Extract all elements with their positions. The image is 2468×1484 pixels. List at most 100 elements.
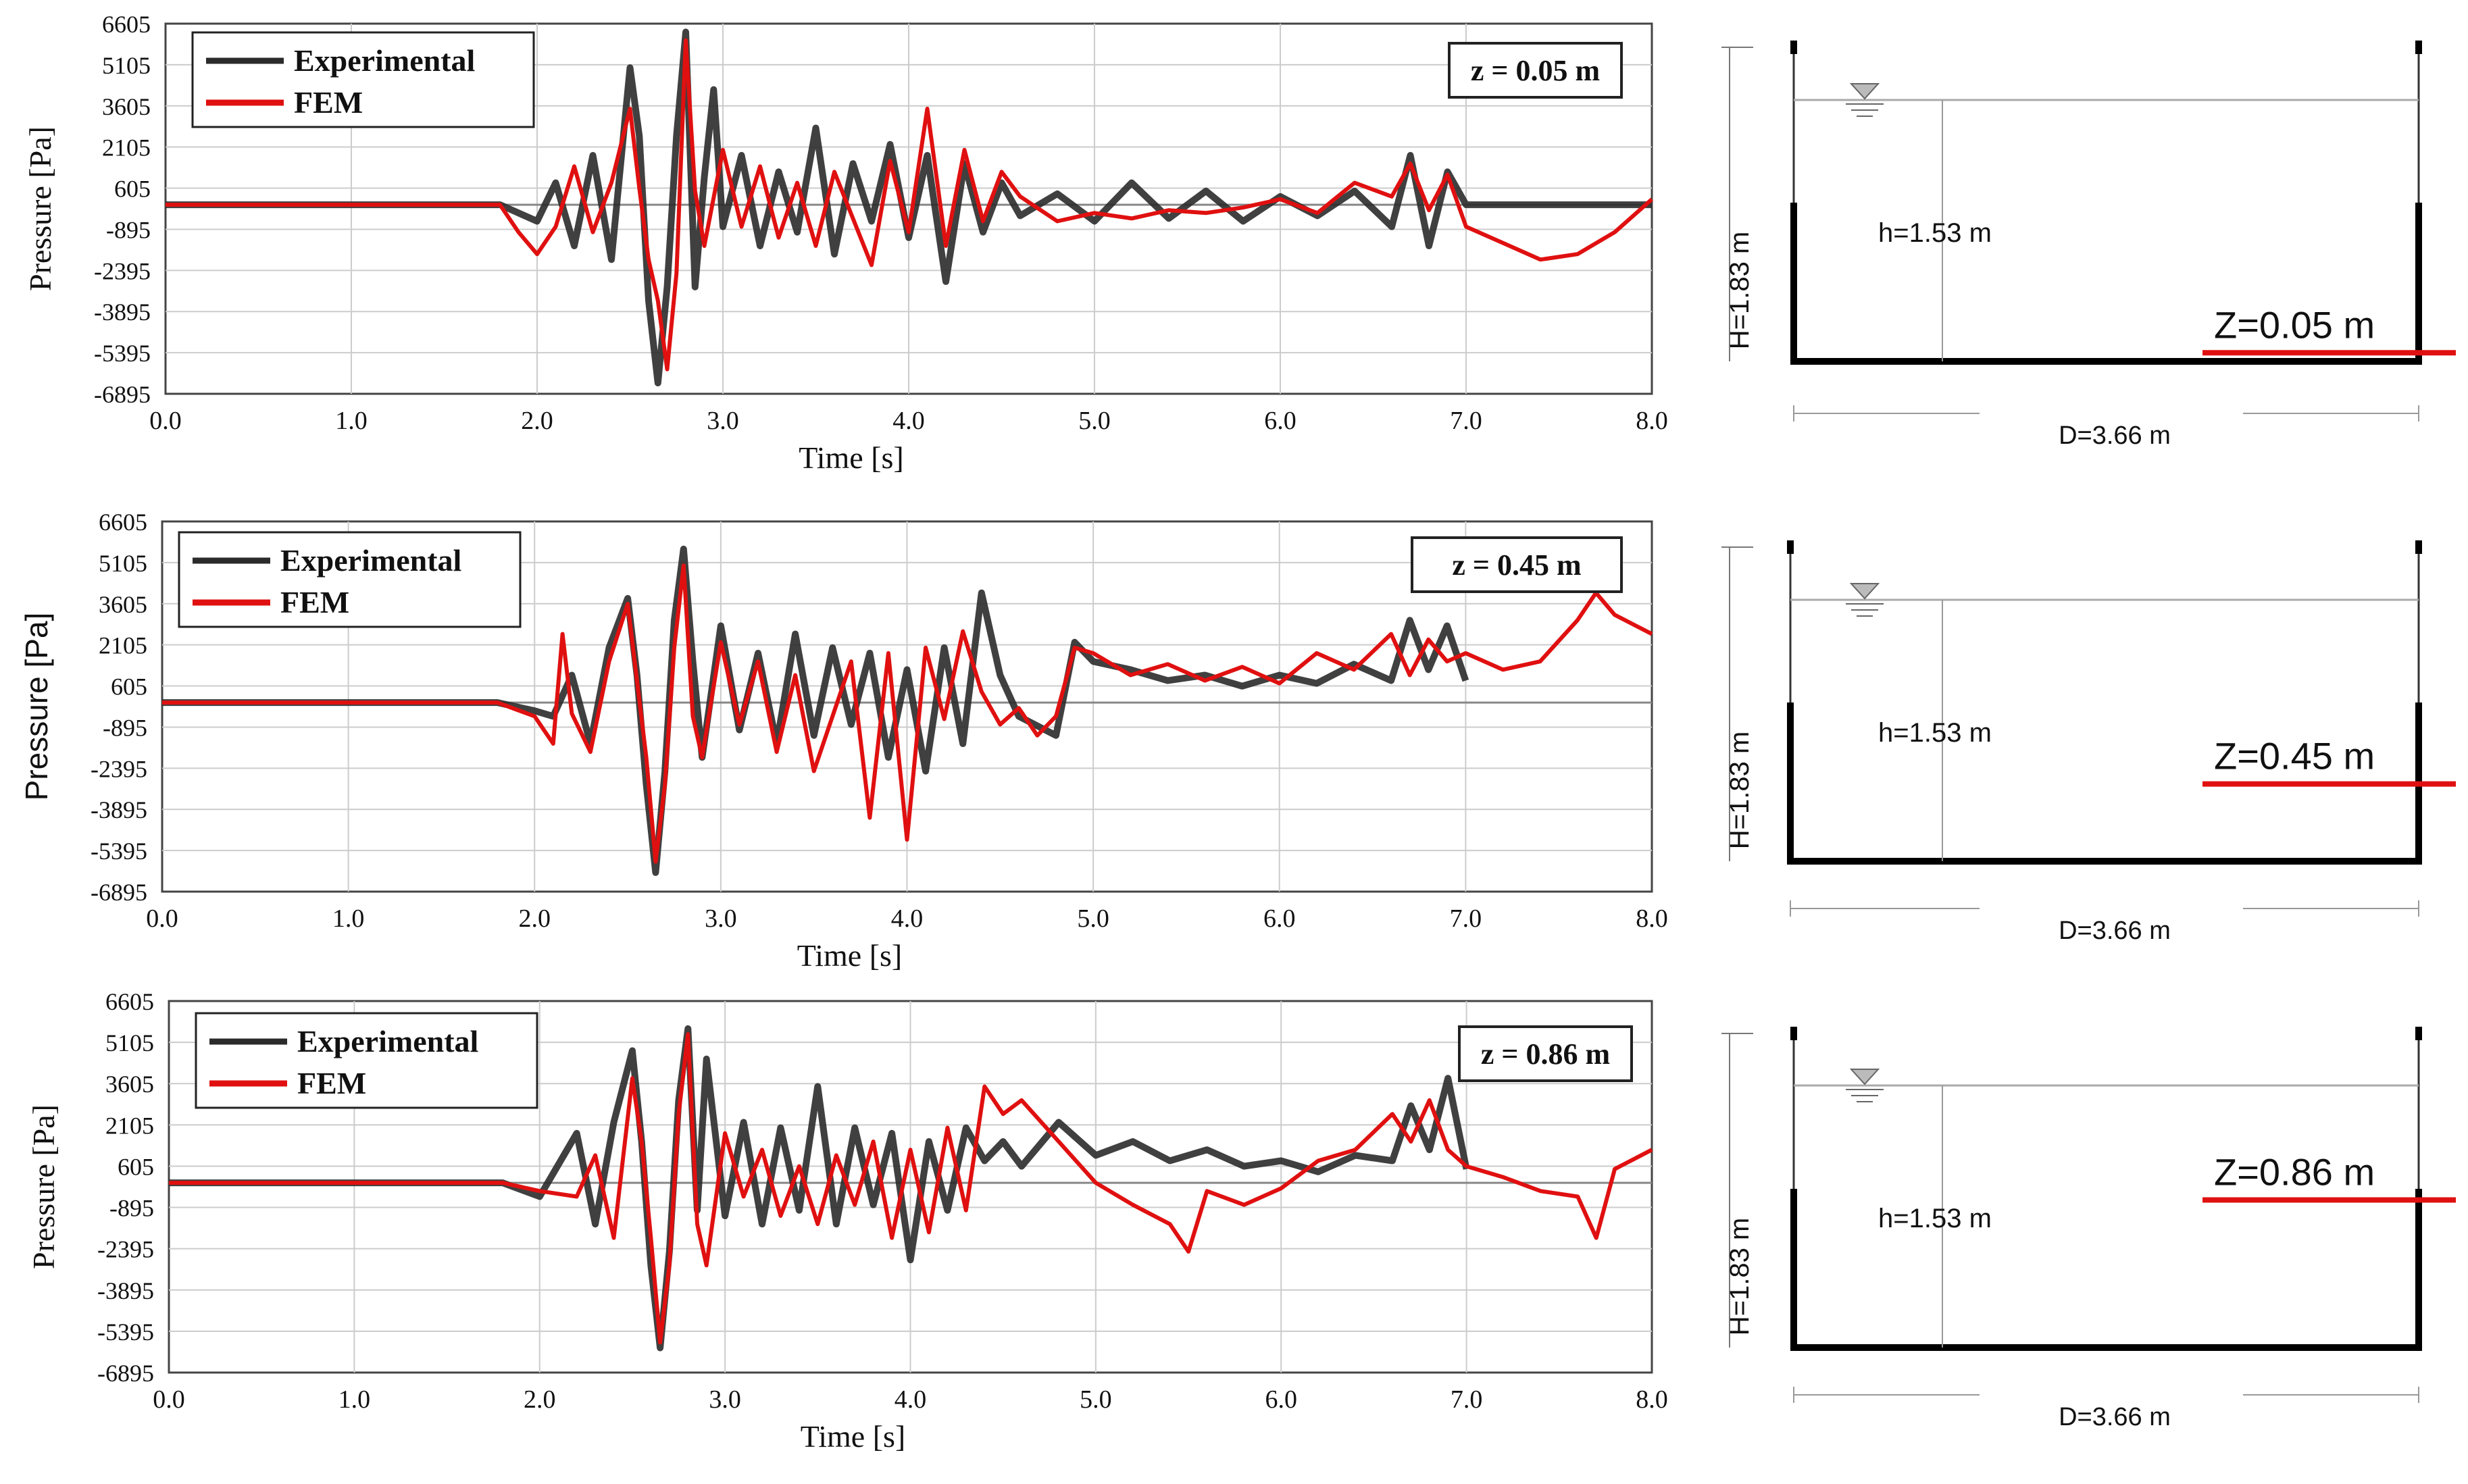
chart-panel-3: 0.0 1.0 2.0 3.0 4.0 5.0 6.0 7.0 8.0 6605 5105 3605 2… — [26, 988, 1668, 1454]
y-tick-label: -5395 — [97, 1319, 154, 1346]
chart-panel-2: 0.0 1.0 2.0 3.0 4.0 5.0 6.0 7.0 8.0 6605 5105 3605 2… — [19, 509, 1668, 973]
x-tick-label: 4.0 — [895, 1385, 927, 1414]
width-label: D=3.66 m — [2059, 917, 2171, 945]
x-tick-label: 3.0 — [709, 1385, 741, 1414]
x-tick-label: 6.0 — [1263, 904, 1296, 933]
depth-label: h=1.53 m — [1878, 1204, 1992, 1233]
tank-outline — [1790, 1189, 2422, 1351]
y-tick-label: 2105 — [102, 134, 151, 161]
x-tick-label: 4.0 — [892, 407, 925, 435]
x-tick-label: 2.0 — [519, 904, 551, 933]
sensor-label: Z=0.45 m — [2214, 735, 2375, 777]
x-tick-label: 0.0 — [149, 407, 182, 435]
chart-panel-1: 0.0 1.0 2.0 3.0 4.0 5.0 6.0 7.0 8.0 6605 5105 3605 2… — [23, 11, 1668, 475]
x-tick-label: 1.0 — [332, 904, 365, 933]
y-axis-label: Pressure [Pa] — [19, 613, 54, 801]
x-tick-label: 6.0 — [1265, 1385, 1298, 1414]
height-label: H=1.83 m — [1725, 732, 1755, 850]
annotation-label: z = 0.86 m — [1481, 1038, 1610, 1071]
wall-cap-right — [2415, 540, 2422, 554]
water-level-icon — [1849, 1069, 1880, 1085]
y-tick-label: -3895 — [91, 796, 147, 823]
y-tick-label: 6605 — [105, 988, 154, 1015]
x-tick-label: 7.0 — [1450, 904, 1482, 933]
y-tick-label: 5105 — [105, 1029, 154, 1056]
legend-label: Experimental — [297, 1024, 478, 1058]
wall-cap-right — [2415, 1027, 2422, 1040]
annotation-label: z = 0.05 m — [1471, 54, 1600, 87]
series-line-fem — [166, 38, 1653, 372]
tank-outline — [1790, 203, 2422, 365]
y-tick-label: -2395 — [94, 257, 151, 284]
legend: Experimental FEM — [195, 1012, 538, 1109]
y-tick-label: 605 — [118, 1153, 154, 1180]
x-tick-label: 7.0 — [1450, 407, 1482, 435]
y-tick-label: 2105 — [99, 632, 147, 659]
y-tick-label: -6895 — [94, 381, 151, 408]
y-axis-label: Pressure [Pa] — [26, 1104, 61, 1269]
x-tick-label: 2.0 — [524, 1385, 556, 1414]
wall-cap-left — [1790, 41, 1797, 54]
annotation-box — [1411, 536, 1623, 593]
y-tick-label: 3605 — [105, 1071, 154, 1098]
legend-label: FEM — [294, 85, 363, 120]
annotation-label: z = 0.45 m — [1452, 548, 1581, 582]
wall-cap-left — [1790, 1027, 1797, 1040]
x-tick-label: 0.0 — [146, 904, 178, 933]
x-tick-label: 6.0 — [1264, 407, 1296, 435]
wall-cap-right — [2415, 41, 2422, 54]
y-tick-label: -3895 — [94, 299, 151, 326]
y-tick-label: -6895 — [97, 1360, 154, 1387]
annotation-box — [1448, 42, 1623, 99]
legend-label: FEM — [280, 585, 349, 619]
y-tick-label: 6605 — [102, 11, 151, 38]
legend-label: FEM — [297, 1066, 366, 1100]
legend: Experimental FEM — [191, 31, 535, 128]
legend-label: Experimental — [280, 543, 461, 578]
y-tick-label: 605 — [114, 176, 151, 203]
x-tick-label: 7.0 — [1451, 1385, 1483, 1414]
width-label: D=3.66 m — [2059, 421, 2171, 450]
series-line-fem — [169, 1032, 1653, 1345]
sensor-label: Z=0.86 m — [2214, 1150, 2375, 1193]
y-tick-label: 5105 — [102, 52, 151, 79]
y-axis-label: Pressure [Pa] — [23, 126, 57, 291]
tank-diagram-2: h=1.53 m H=1.83 m Z=0.45 m D=3.66 m — [1721, 540, 2456, 945]
y-tick-label: -6895 — [91, 879, 147, 906]
height-label: H=1.83 m — [1725, 1218, 1755, 1336]
width-label: D=3.66 m — [2059, 1403, 2171, 1431]
x-tick-label: 5.0 — [1080, 1385, 1112, 1414]
x-axis-label: Time [s] — [801, 1419, 906, 1454]
x-tick-label: 1.0 — [335, 407, 368, 435]
x-tick-label: 2.0 — [521, 407, 553, 435]
x-tick-label: 0.0 — [153, 1385, 185, 1414]
sensor-label: Z=0.05 m — [2214, 303, 2375, 346]
y-tick-label: -895 — [109, 1195, 154, 1222]
y-tick-label: -895 — [103, 714, 147, 741]
x-tick-label: 3.0 — [707, 407, 739, 435]
wall-cap-left — [1787, 540, 1794, 554]
x-tick-label: 4.0 — [891, 904, 924, 933]
water-level-icon — [1849, 583, 1880, 600]
water-level-icon — [1849, 83, 1880, 100]
x-tick-label: 8.0 — [1636, 1385, 1668, 1414]
y-tick-label: -2395 — [91, 755, 147, 782]
x-tick-label: 1.0 — [338, 1385, 371, 1414]
x-tick-label: 8.0 — [1636, 407, 1668, 435]
y-tick-label: -895 — [106, 216, 151, 243]
y-tick-label: 3605 — [102, 93, 151, 120]
x-tick-label: 3.0 — [705, 904, 737, 933]
x-tick-label: 5.0 — [1077, 904, 1109, 933]
legend-label: Experimental — [294, 43, 475, 78]
annotation-box — [1458, 1025, 1633, 1082]
y-tick-label: 3605 — [99, 591, 147, 618]
legend-box — [191, 31, 535, 128]
legend: Experimental FEM — [178, 531, 522, 628]
x-tick-label: 5.0 — [1078, 407, 1111, 435]
tank-diagram-3: h=1.53 m H=1.83 m Z=0.86 m D=3.66 m — [1721, 1027, 2456, 1431]
y-tick-label: -2395 — [97, 1236, 154, 1263]
x-axis-label: Time [s] — [799, 440, 904, 475]
y-tick-label: 2105 — [105, 1112, 154, 1139]
series-line-fem — [162, 563, 1653, 864]
